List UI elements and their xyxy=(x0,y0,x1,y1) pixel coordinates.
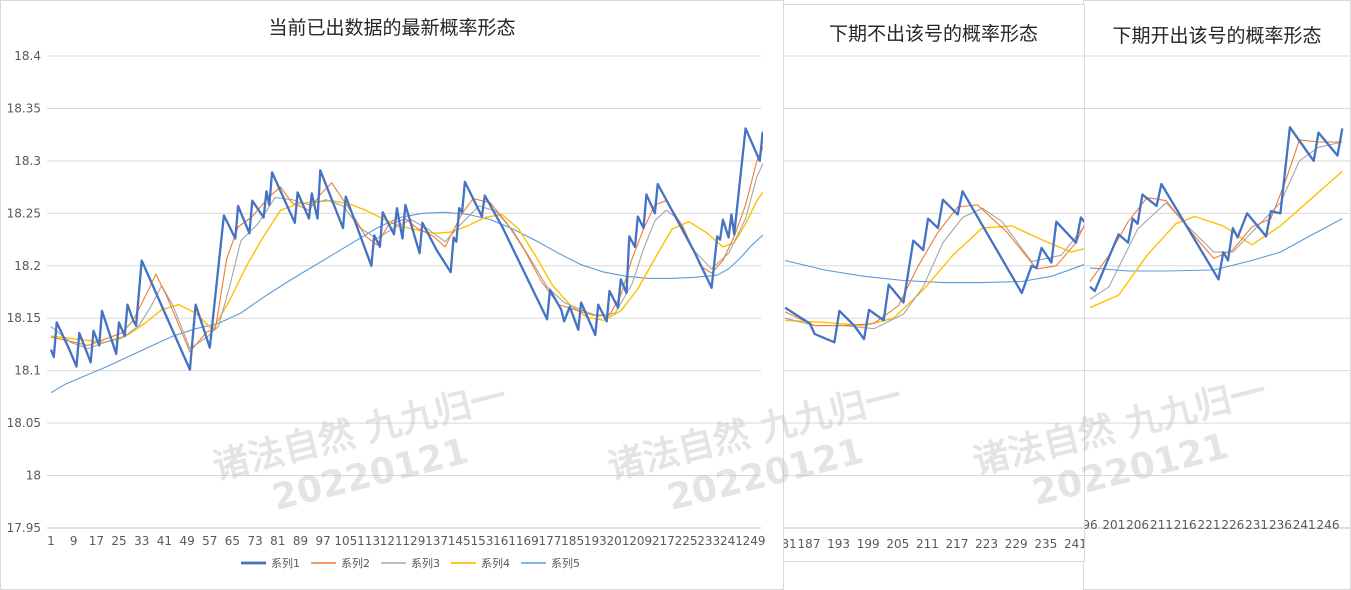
x-tick-label: 211 xyxy=(1150,518,1173,532)
legend-item: 系列2 xyxy=(311,556,370,570)
y-tick-label: 18 xyxy=(26,469,41,483)
series-group xyxy=(1089,126,1344,309)
legend-label: 系列3 xyxy=(411,556,440,570)
y-tick-label: 18.2 xyxy=(14,259,41,273)
y-tick-label: 18.25 xyxy=(7,206,41,220)
x-tick-label: 216 xyxy=(1174,518,1197,532)
x-tick-label: 205 xyxy=(886,537,909,551)
series-line-1 xyxy=(1089,126,1344,293)
x-tick-label: 161 xyxy=(493,534,516,548)
x-tick-label: 49 xyxy=(179,534,194,548)
x-tick-label: 96 xyxy=(1084,518,1098,532)
legend-item: 系列3 xyxy=(381,556,440,570)
series-line-3 xyxy=(50,162,763,350)
x-tick-label: 241 xyxy=(720,534,743,548)
x-tick-label: 81 xyxy=(783,537,797,551)
legend-item: 系列5 xyxy=(521,556,580,570)
chart-panel-next-miss: 下期不出该号的概率形态 81187 193 199 205 211 217 223 229 23… xyxy=(782,4,1085,562)
chart-panel-next-hit: 下期开出该号的概率形态 9620120621121622122623123624… xyxy=(1083,0,1351,590)
x-tick-label: 89 xyxy=(293,534,308,548)
x-tick-label: 201 xyxy=(1102,518,1125,532)
x-tick-label: 249 xyxy=(743,534,766,548)
chart-title: 下期开出该号的概率形态 xyxy=(1112,25,1322,47)
x-tick-label: 129 xyxy=(402,534,425,548)
x-tick-label: 177 xyxy=(539,534,562,548)
y-tick-label: 18.4 xyxy=(14,49,41,63)
x-tick-label: 217 xyxy=(652,534,675,548)
y-tick-label: 17.95 xyxy=(7,521,41,535)
x-tick-label: 201 xyxy=(607,534,630,548)
series-line-5 xyxy=(50,211,763,394)
x-tick-label: 231 xyxy=(1245,518,1268,532)
x-tick-label: 206 xyxy=(1126,518,1149,532)
x-tick-label: 221 xyxy=(1198,518,1221,532)
x-tick-label: 153 xyxy=(470,534,493,548)
legend-item: 系列4 xyxy=(451,556,510,570)
x-tick-label: 73 xyxy=(247,534,262,548)
x-tick-label: 209 xyxy=(629,534,652,548)
y-tick-label: 18.05 xyxy=(7,416,41,430)
x-tick-label: 187 xyxy=(798,537,821,551)
x-tick-label: 65 xyxy=(225,534,240,548)
series-group xyxy=(784,190,1084,344)
x-tick-label: 137 xyxy=(425,534,448,548)
series-line-3 xyxy=(784,207,1084,330)
legend-item: 系列1 xyxy=(241,556,300,570)
x-tick-label: 145 xyxy=(448,534,471,548)
x-tick-label: 41 xyxy=(157,534,172,548)
series-line-1 xyxy=(784,190,1084,344)
x-tick-label: 235 xyxy=(1034,537,1057,551)
chart-title: 下期不出该号的概率形态 xyxy=(828,23,1038,45)
series-line-5 xyxy=(1089,218,1343,272)
x-tick-label: 223 xyxy=(975,537,998,551)
x-tick-label: 226 xyxy=(1221,518,1244,532)
series-line-4 xyxy=(1089,170,1343,309)
legend-label: 系列2 xyxy=(341,556,370,570)
x-tick-label: 169 xyxy=(516,534,539,548)
x-tick-label: 33 xyxy=(134,534,149,548)
x-tick-label: 121 xyxy=(380,534,403,548)
y-tick-label: 18.35 xyxy=(7,101,41,115)
x-tick-label: 105 xyxy=(334,534,357,548)
y-tick-label: 18.15 xyxy=(7,311,41,325)
x-tick-label: 233 xyxy=(697,534,720,548)
x-tick-label: 25 xyxy=(111,534,126,548)
x-tick-label: 246 xyxy=(1317,518,1340,532)
legend: 系列1 系列2 系列3 系列4 系列5 xyxy=(241,556,580,570)
x-tick-label: 211 xyxy=(916,537,939,551)
chart-plot: 18.418.3518.318.2518.218.1518.118.051817… xyxy=(7,49,766,570)
chart-panel-current: 当前已出数据的最新概率形态 18.4 18.35 18.3 18.25 18.2 18.1… xyxy=(0,0,784,590)
series-line-5 xyxy=(784,259,1084,284)
x-tick-label: 229 xyxy=(1005,537,1028,551)
x-tick-label: 193 xyxy=(827,537,850,551)
x-tick-label: 1 xyxy=(47,534,55,548)
series-line-1 xyxy=(49,127,763,371)
x-tick-label: 113 xyxy=(357,534,380,548)
legend-label: 系列5 xyxy=(551,556,580,570)
x-tick-label: 193 xyxy=(584,534,607,548)
series-line-2 xyxy=(50,145,763,353)
legend-label: 系列4 xyxy=(481,556,510,570)
x-tick-label: 217 xyxy=(946,537,969,551)
x-tick-label: 241 xyxy=(1293,518,1316,532)
series-line-4 xyxy=(50,191,763,343)
x-tick-label: 236 xyxy=(1269,518,1292,532)
y-tick-label: 18.3 xyxy=(14,154,41,168)
x-tick-label: 9 xyxy=(70,534,78,548)
series-group xyxy=(49,127,763,394)
chart-title: 当前已出数据的最新概率形态 xyxy=(268,17,516,39)
x-tick-label: 97 xyxy=(316,534,331,548)
x-tick-label: 241 xyxy=(1064,537,1085,551)
legend-label: 系列1 xyxy=(271,556,300,570)
x-tick-label: 57 xyxy=(202,534,217,548)
series-line-2 xyxy=(784,204,1084,327)
y-tick-label: 18.1 xyxy=(14,364,41,378)
x-tick-label: 81 xyxy=(270,534,285,548)
x-tick-label: 199 xyxy=(857,537,880,551)
chart-plot: 81187193199205211217223229235241247 xyxy=(783,55,1085,551)
x-tick-label: 17 xyxy=(89,534,104,548)
x-tick-label: 225 xyxy=(675,534,698,548)
x-tick-label: 185 xyxy=(561,534,584,548)
